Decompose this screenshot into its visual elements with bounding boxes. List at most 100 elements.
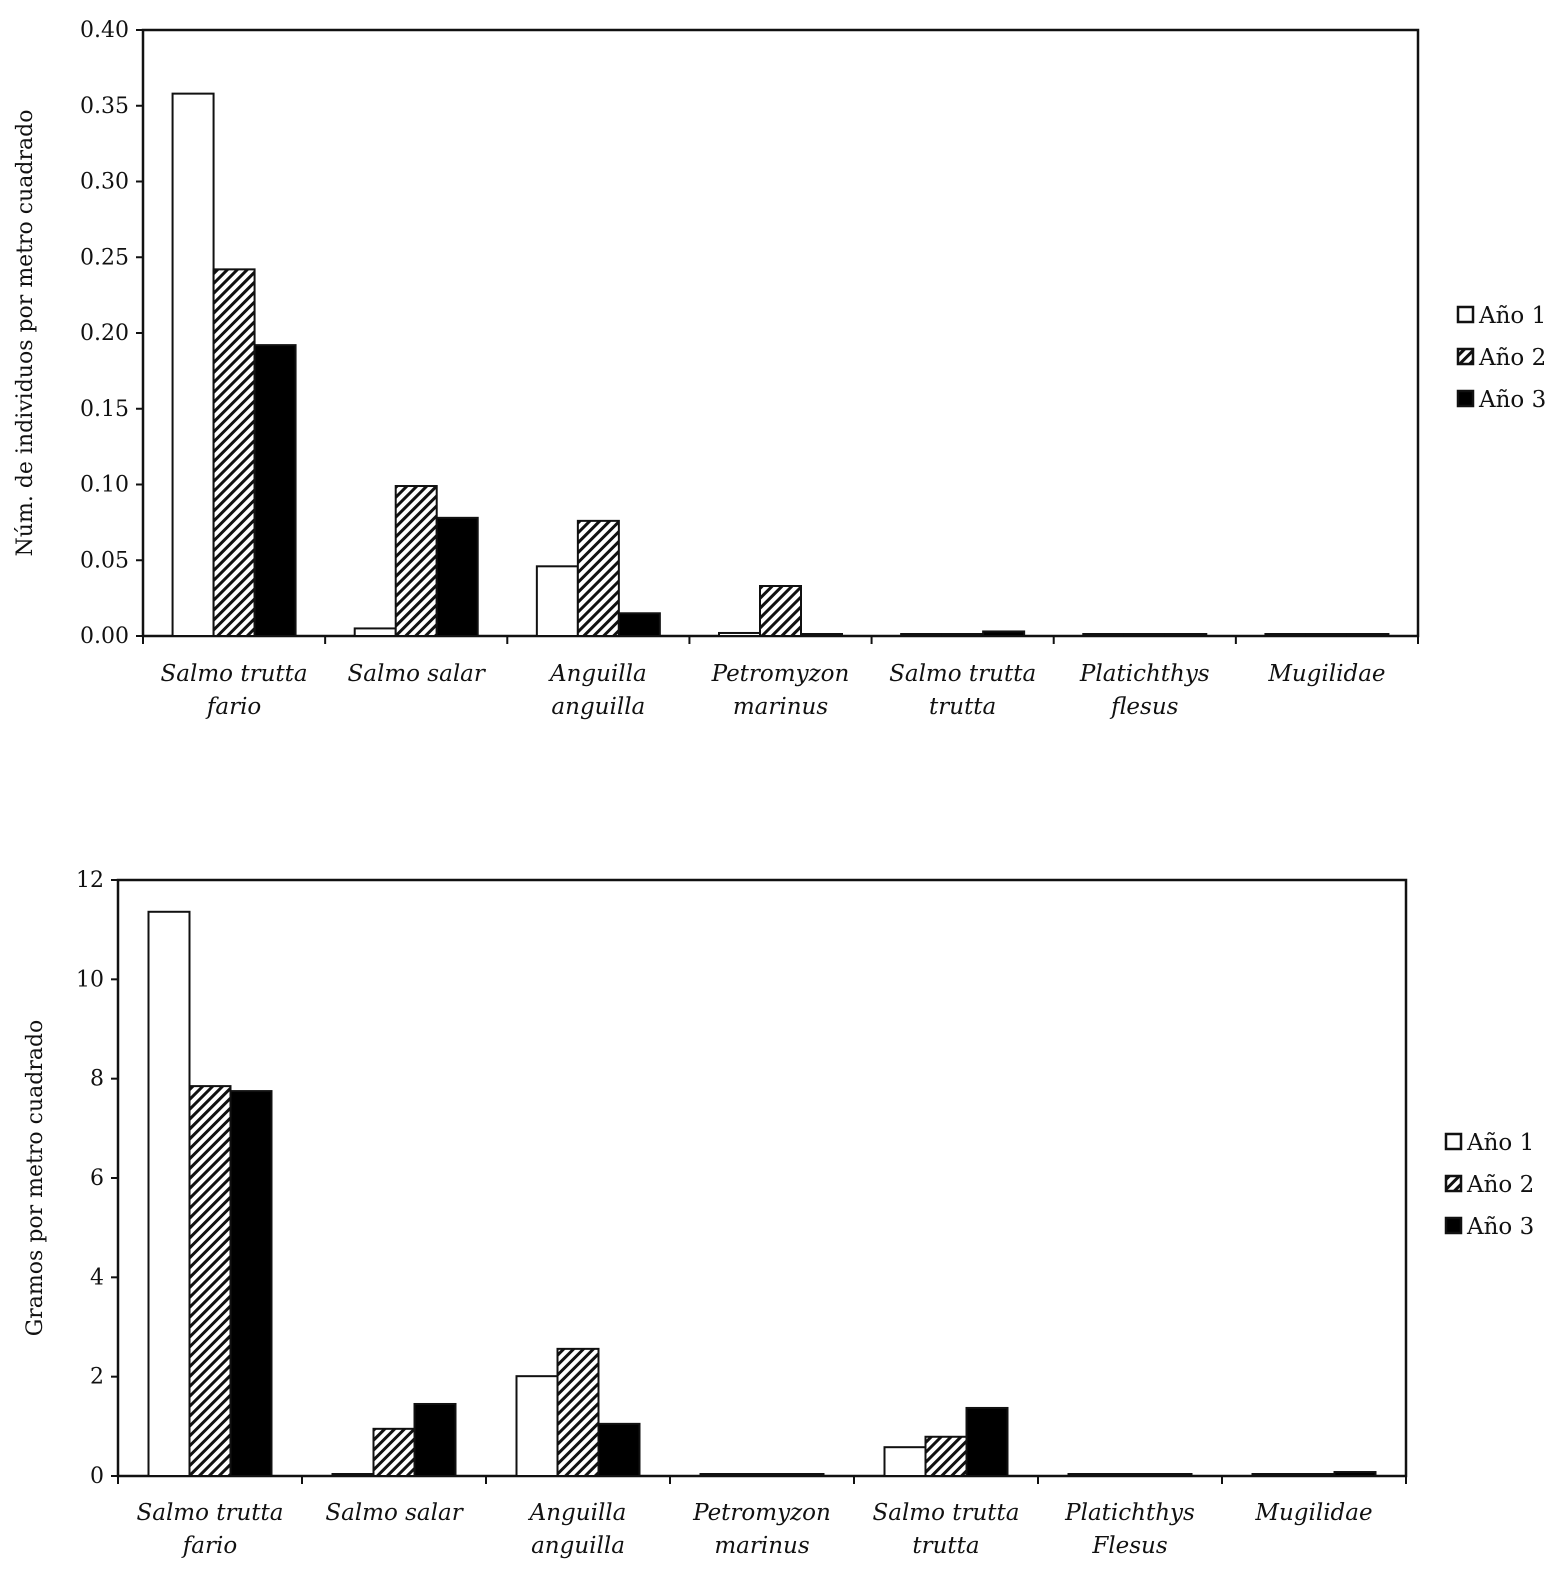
bar-año-1 xyxy=(331,1473,375,1477)
y-tick-label: 0.05 xyxy=(80,548,129,573)
legend-swatch xyxy=(1444,1132,1463,1151)
y-tick-label: 0.10 xyxy=(80,473,129,498)
x-category-label: Anguilla xyxy=(528,1500,627,1526)
bar-año-3 xyxy=(435,516,479,638)
x-category-label: trutta xyxy=(929,694,996,720)
x-category-label: trutta xyxy=(912,1533,979,1559)
bar-año-3 xyxy=(1346,633,1390,637)
x-category-label: Flesus xyxy=(1091,1533,1168,1559)
bar-año-1 xyxy=(515,1375,559,1478)
bar-año-3 xyxy=(965,1406,1009,1477)
bar-año-3 xyxy=(617,612,661,638)
chart-1: 0.00 0.05 0.10 0.15 0.20 0.25 0.30 0.35 0.40 Núm.… xyxy=(13,18,1546,720)
bar-año-1 xyxy=(1264,633,1308,637)
y-tick-label: 0.15 xyxy=(80,397,129,422)
bar-año-1 xyxy=(147,910,191,1477)
y-tick-label: 0.35 xyxy=(80,94,129,119)
bar-año-3 xyxy=(253,344,297,637)
x-category-label: Mugilidae xyxy=(1254,1500,1372,1526)
x-category-label: Salmo trutta xyxy=(889,661,1036,687)
x-category-label: fario xyxy=(181,1533,237,1559)
x-category-label: Salmo trutta xyxy=(161,661,308,687)
bar-año-1 xyxy=(535,565,579,637)
legend-swatch xyxy=(1456,347,1475,366)
y-tick-label: 4 xyxy=(90,1265,104,1290)
bar-año-1 xyxy=(1251,1473,1295,1477)
bar-año-3 xyxy=(1333,1471,1377,1477)
legend-label: Año 1 xyxy=(1478,303,1546,329)
legend-label: Año 3 xyxy=(1466,1214,1534,1240)
y-axis-label: Gramos por metro cuadrado xyxy=(23,1020,48,1337)
bar-año-2 xyxy=(1123,633,1167,637)
x-category-label: Salmo salar xyxy=(325,1500,464,1526)
chart-2: 0 2 4 6 8 10 12 Gramos por metro cuadrado Salmo … xyxy=(23,868,1534,1559)
bar-año-3 xyxy=(781,1473,825,1477)
bar-año-1 xyxy=(699,1473,743,1477)
bar-año-2 xyxy=(188,1085,232,1478)
y-tick-label: 10 xyxy=(76,967,104,992)
bar-año-3 xyxy=(800,633,843,637)
x-category-label: marinus xyxy=(733,694,828,720)
legend-swatch xyxy=(1444,1174,1463,1193)
x-category-label: fario xyxy=(205,694,261,720)
y-tick-label: 8 xyxy=(90,1067,104,1092)
bar-año-2 xyxy=(1305,633,1349,637)
plot-frame xyxy=(141,28,1420,638)
bar-año-2 xyxy=(212,268,256,637)
legend-swatch xyxy=(1456,389,1475,408)
bar-año-2 xyxy=(1292,1473,1336,1477)
x-category-label: anguilla xyxy=(551,694,645,720)
plot-frame xyxy=(116,878,1408,1478)
y-tick-label: 0.30 xyxy=(80,170,129,195)
bar-año-3 xyxy=(229,1090,273,1478)
x-category-label: Petromyzon xyxy=(711,661,850,687)
bar-año-2 xyxy=(924,1435,968,1477)
bar-año-1 xyxy=(1067,1473,1111,1477)
legend-label: Año 1 xyxy=(1466,1130,1534,1156)
legend-label: Año 3 xyxy=(1478,387,1546,413)
bar-año-3 xyxy=(413,1402,457,1477)
x-category-label: anguilla xyxy=(531,1533,625,1559)
bar-año-2 xyxy=(556,1347,600,1478)
bar-año-2 xyxy=(394,485,438,638)
y-tick-label: 0.00 xyxy=(80,624,129,649)
y-tick-label: 0.40 xyxy=(80,18,129,43)
x-category-label: Platichthys xyxy=(1064,1500,1195,1526)
bar-año-2 xyxy=(372,1427,416,1477)
bar-año-3 xyxy=(982,630,1026,638)
x-category-label: flesus xyxy=(1109,694,1179,720)
y-tick-label: 0.25 xyxy=(80,245,129,270)
bar-año-2 xyxy=(1108,1473,1152,1477)
y-axis-label: Núm. de individuos por metro cuadrado xyxy=(13,110,38,557)
y-tick-label: 12 xyxy=(76,868,104,893)
x-category-label: Salmo trutta xyxy=(872,1500,1019,1526)
y-tick-label: 0 xyxy=(90,1464,104,1489)
x-category-label: Anguilla xyxy=(548,661,647,687)
bar-año-2 xyxy=(740,1473,784,1477)
legend-swatch xyxy=(1444,1216,1463,1235)
legend-label: Año 2 xyxy=(1466,1172,1534,1198)
bar-año-1 xyxy=(1082,633,1126,637)
bar-año-2 xyxy=(576,519,620,637)
x-category-label: Platichthys xyxy=(1079,661,1210,687)
bar-año-2 xyxy=(759,585,802,638)
bar-año-1 xyxy=(718,631,761,637)
bar-año-2 xyxy=(941,633,985,637)
x-category-label: Salmo salar xyxy=(348,661,487,687)
y-tick-label: 6 xyxy=(90,1166,104,1191)
bar-año-3 xyxy=(1164,633,1208,637)
bar-año-3 xyxy=(1149,1473,1193,1477)
x-category-label: Salmo trutta xyxy=(136,1500,283,1526)
legend-swatch xyxy=(1456,305,1475,324)
bar-año-1 xyxy=(900,633,944,637)
bar-año-3 xyxy=(597,1422,641,1477)
y-tick-label: 2 xyxy=(90,1365,104,1390)
bar-año-1 xyxy=(353,627,397,637)
bar-año-1 xyxy=(171,92,215,637)
x-category-label: marinus xyxy=(714,1533,809,1559)
legend-label: Año 2 xyxy=(1478,345,1546,371)
bar-año-1 xyxy=(883,1446,927,1478)
x-category-label: Mugilidae xyxy=(1267,661,1385,687)
y-tick-label: 0.20 xyxy=(80,321,129,346)
